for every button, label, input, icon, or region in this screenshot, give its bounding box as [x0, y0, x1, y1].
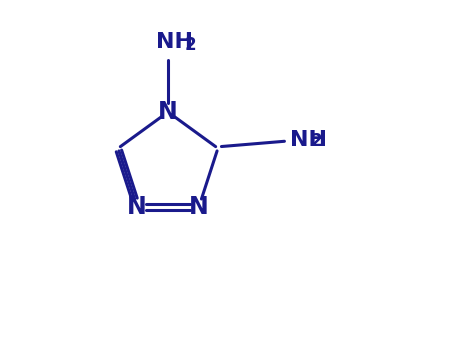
- Text: 2: 2: [185, 36, 197, 54]
- Text: NH: NH: [290, 130, 327, 149]
- Text: N: N: [158, 100, 178, 124]
- Text: 2: 2: [311, 132, 322, 150]
- Text: N: N: [189, 195, 209, 219]
- Text: N: N: [127, 195, 147, 219]
- Text: NH: NH: [157, 33, 193, 52]
